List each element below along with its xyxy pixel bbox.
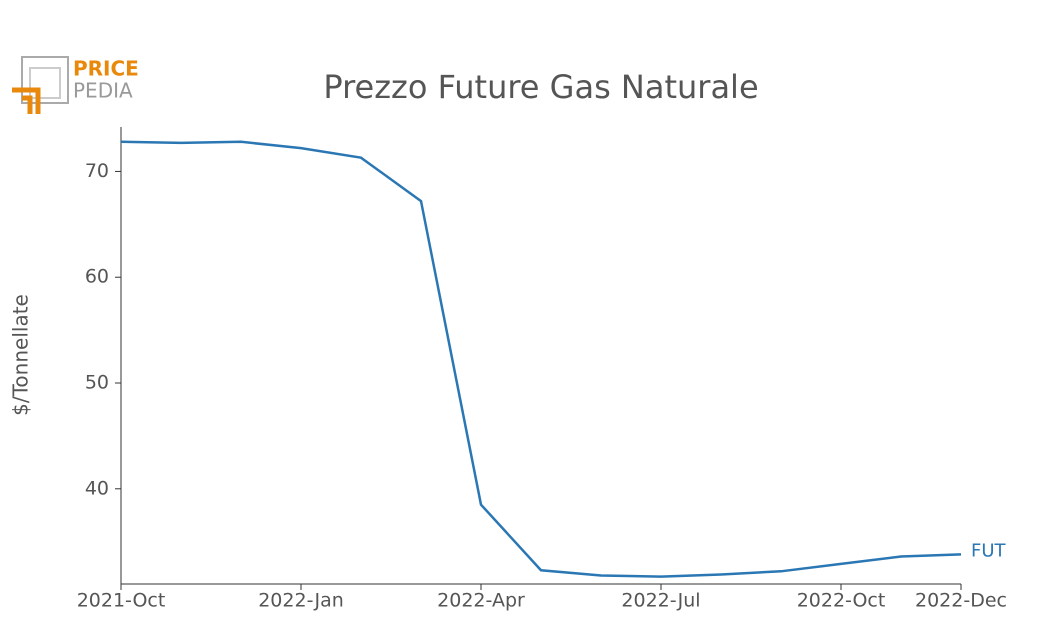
x-tick-label: 2022-Dec bbox=[915, 590, 1007, 612]
x-tick-label: 2022-Oct bbox=[797, 590, 886, 612]
y-axis-label: $/Tonnellate bbox=[9, 294, 33, 416]
y-tick-label: 60 bbox=[85, 266, 109, 288]
logo-square bbox=[21, 56, 69, 104]
y-tick-label: 40 bbox=[85, 477, 109, 499]
line-series bbox=[120, 140, 962, 578]
x-tick-label: 2022-Apr bbox=[437, 590, 525, 612]
x-tick-label: 2022-Jan bbox=[258, 590, 344, 612]
x-tick-label: 2021-Oct bbox=[77, 590, 166, 612]
y-tick-label: 70 bbox=[85, 160, 109, 182]
y-tick-label: 50 bbox=[85, 372, 109, 394]
logo-square bbox=[29, 67, 61, 99]
x-tick-label: 2022-Jul bbox=[621, 590, 700, 612]
logo-top: PRICE bbox=[73, 57, 139, 81]
logo-bottom: PEDIA bbox=[73, 79, 133, 103]
logo-mark bbox=[12, 87, 41, 114]
logo: PRICE PEDIA bbox=[12, 56, 139, 114]
chart-title: Prezzo Future Gas Naturale bbox=[323, 68, 758, 106]
series-label: FUT bbox=[971, 540, 1007, 561]
